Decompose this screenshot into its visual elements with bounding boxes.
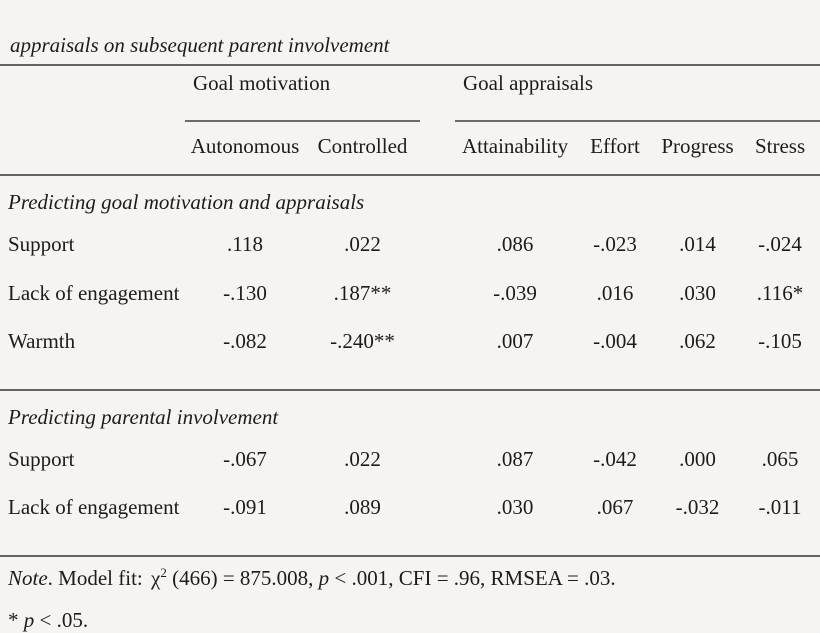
data-cell: .086 [496, 231, 534, 256]
data-cell: -.091 [185, 483, 305, 557]
paper-table-page: { "page": { "title_line": "appraisals on… [0, 33, 820, 632]
spacer-cell [420, 121, 456, 176]
group-header-goal-appraisals: Goal appraisals [455, 64, 820, 122]
row-label: Support [8, 446, 75, 471]
column-header-attainability: Attainability [455, 121, 576, 176]
data-cell: .187** [333, 280, 392, 305]
table-row: Lack of engagement -.130 .187** -.039 .0… [0, 268, 820, 317]
data-cell: .000 [679, 446, 716, 471]
table-row: Lack of engagement -.091 .089 .030 .067 … [0, 483, 820, 557]
data-cell: -.039 [493, 280, 537, 305]
data-cell: .016 [596, 280, 634, 305]
data-cell: -.004 [575, 317, 656, 391]
data-cell: .030 [455, 483, 576, 557]
table-caption-continued: appraisals on subsequent parent involvem… [10, 33, 390, 57]
column-group-row: Goal motivation Goal appraisals [0, 64, 820, 122]
data-cell: -.067 [223, 446, 267, 471]
fit-statistics: (466) = 875.008, [166, 566, 319, 590]
column-header-controlled: Controlled [305, 121, 421, 176]
row-label: Warmth [0, 317, 185, 391]
data-cell: .062 [655, 317, 741, 391]
data-cell: .007 [455, 317, 576, 391]
section-header: Predicting goal motivation and appraisal… [8, 190, 365, 214]
note-label: Note [8, 566, 48, 590]
section-header-row: Predicting parental involvement [0, 390, 820, 434]
data-cell: -.240** [305, 317, 421, 391]
data-cell: .022 [344, 446, 381, 471]
data-cell: .030 [679, 280, 716, 305]
spacer-cell [420, 268, 455, 317]
data-cell: -.024 [758, 231, 802, 256]
group-header-goal-motivation: Goal motivation [185, 64, 421, 122]
table-row: Support .118 .022 .086 -.023 .014 -.024 [0, 219, 820, 268]
column-header-row: Autonomous Controlled Attainability Effo… [0, 121, 820, 176]
significance-star: * [8, 608, 24, 632]
spacer-cell [420, 483, 456, 557]
data-cell: .087 [496, 446, 534, 471]
significance-note: * p < .05. [8, 608, 820, 633]
data-cell: .116* [756, 280, 804, 305]
table-row: Warmth -.082 -.240** .007 -.004 .062 -.1… [0, 317, 820, 391]
chi-square-symbol: χ [151, 566, 161, 590]
data-cell: -.105 [740, 317, 820, 391]
results-table: Goal motivation Goal appraisals Autonomo… [0, 64, 820, 557]
column-header-effort: Effort [575, 121, 656, 176]
spacer-cell [420, 317, 456, 391]
column-header-progress: Progress [655, 121, 741, 176]
spacer-cell [0, 121, 185, 176]
column-header-autonomous: Autonomous [185, 121, 305, 176]
spacer-cell [0, 64, 185, 121]
significance-threshold: < .05. [34, 608, 89, 632]
row-label: Lack of engagement [8, 280, 180, 305]
spacer-cell [420, 434, 455, 483]
data-cell: .014 [679, 231, 716, 256]
model-fit-note: Note. Model fit: χ2 (466) = 875.008, p <… [8, 566, 820, 591]
column-header-stress: Stress [740, 121, 820, 176]
data-cell: .065 [761, 446, 799, 471]
data-cell: -.130 [223, 280, 267, 305]
data-cell: -.023 [593, 231, 637, 256]
data-cell: .118 [227, 231, 263, 256]
p-symbol: p [318, 566, 330, 590]
fit-statistics-tail: < .001, CFI = .96, RMSEA = .03. [329, 566, 616, 590]
row-label: Support [8, 231, 75, 256]
spacer-cell [420, 219, 455, 268]
data-cell: -.032 [655, 483, 741, 557]
section-header-row: Predicting goal motivation and appraisal… [0, 175, 820, 219]
p-symbol: p [23, 608, 35, 632]
spacer-cell [420, 64, 456, 121]
row-label: Lack of engagement [0, 483, 185, 557]
data-cell: .089 [305, 483, 421, 557]
data-cell: -.042 [593, 446, 637, 471]
table-row: Support -.067 .022 .087 -.042 .000 .065 [0, 434, 820, 483]
data-cell: .022 [344, 231, 381, 256]
data-cell: -.082 [185, 317, 305, 391]
data-cell: -.011 [740, 483, 820, 557]
data-cell: .067 [575, 483, 656, 557]
chi-square-exponent: 2 [160, 565, 167, 580]
section-header: Predicting parental involvement [8, 405, 279, 429]
note-text: . Model fit: [47, 566, 148, 590]
